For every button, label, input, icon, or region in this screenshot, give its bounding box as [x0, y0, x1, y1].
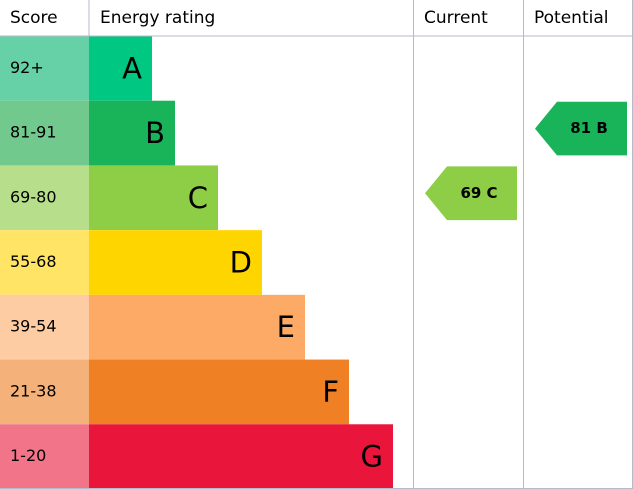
score-cell: [0, 230, 89, 295]
score-label: 1-20: [10, 446, 46, 465]
score-cell: [0, 165, 89, 231]
score-cell: [0, 359, 89, 425]
score-cell: [0, 36, 89, 101]
rating-letter: F: [322, 375, 339, 409]
header: Current: [424, 8, 488, 28]
score-label: 55-68: [10, 252, 57, 271]
rating-bar: [89, 359, 349, 425]
rating-letter: G: [361, 440, 383, 474]
rating-arrow: [425, 166, 517, 221]
arrow-label: 69 C: [460, 184, 497, 202]
score-label: 21-38: [10, 381, 57, 400]
rating-arrow: [535, 101, 627, 156]
rating-bar: [89, 100, 175, 166]
score-cell: [0, 424, 89, 489]
score-cell: [0, 100, 89, 166]
header: Energy rating: [100, 8, 215, 28]
rating-letter: B: [145, 116, 165, 150]
rating-letter: D: [230, 246, 252, 280]
rating-bar: [89, 165, 218, 231]
arrow-label: 81 B: [570, 119, 608, 137]
rating-bar: [89, 36, 152, 101]
rating-bar: [89, 230, 262, 295]
header: Score: [10, 8, 58, 28]
score-cell: [0, 294, 89, 360]
score-label: 92+: [10, 58, 44, 77]
rating-bar: [89, 294, 305, 360]
header: Potential: [534, 8, 608, 28]
rating-letter: E: [277, 310, 295, 344]
score-label: 69-80: [10, 187, 57, 206]
rating-letter: C: [188, 181, 208, 215]
score-label: 39-54: [10, 317, 57, 336]
score-label: 81-91: [10, 123, 57, 142]
rating-bar: [89, 424, 393, 489]
rating-letter: A: [122, 51, 142, 85]
